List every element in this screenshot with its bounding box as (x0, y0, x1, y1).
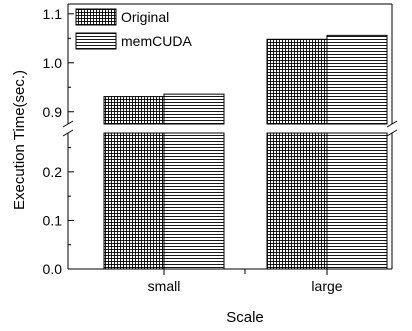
bars-group (103, 34, 388, 270)
y-tick-label-0-9: 0.9 (43, 104, 63, 120)
axis-break-mark-upper (62, 120, 74, 128)
axis-break-mark-right-lower (386, 129, 398, 137)
y-tick-label-1-0: 1.0 (43, 55, 63, 71)
y-tick-label-0-1: 0.1 (43, 212, 63, 228)
legend-swatch-memcuda (75, 32, 117, 50)
x-axis-title: Scale (226, 309, 264, 326)
legend-label-memcuda: memCUDA (121, 33, 192, 49)
y-axis-title: Execution Time(sec.) (11, 70, 28, 210)
legend-label-original: Original (121, 9, 169, 25)
x-ticks-group: small large (148, 269, 343, 294)
y-ticks-group: 0.9 1.0 1.1 0.0 0.1 0.2 (43, 6, 74, 277)
x-tick-label-large: large (311, 278, 342, 294)
bar-memcuda-large-upper (326, 34, 388, 125)
y-tick-label-0-2: 0.2 (43, 164, 63, 180)
bar-original-large-lower (266, 132, 328, 270)
legend-swatch-original (75, 8, 117, 26)
y-tick-label-0-0: 0.0 (43, 261, 63, 277)
legend: Original memCUDA (75, 8, 192, 50)
bar-original-small-lower (103, 132, 165, 270)
axis-break-mark-lower (62, 129, 74, 137)
y-tick-label-1-1: 1.1 (43, 6, 63, 22)
axis-break-mark-right-upper (386, 120, 398, 128)
bar-original-small-upper (103, 96, 165, 125)
bar-memcuda-small-lower (163, 132, 225, 270)
axes-group (62, 3, 398, 274)
x-tick-label-small: small (148, 278, 181, 294)
bar-memcuda-small-upper (163, 93, 225, 125)
bar-memcuda-large-lower (326, 132, 388, 270)
bar-original-large-upper (266, 38, 328, 125)
